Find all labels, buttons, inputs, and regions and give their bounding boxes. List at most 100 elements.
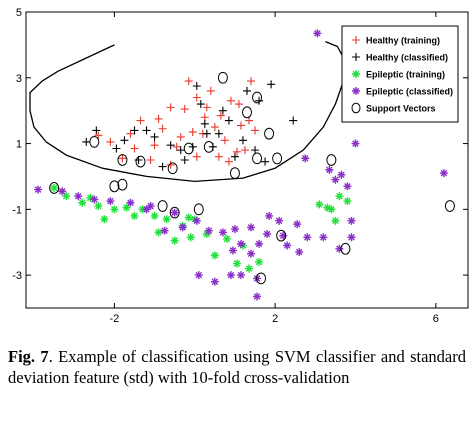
epileptic-classified-point: [265, 211, 274, 220]
healthy-classified-point: [202, 129, 211, 138]
epileptic-classified-point: [439, 169, 448, 178]
epileptic-classified-point: [283, 241, 292, 250]
epileptic-training-point: [232, 259, 241, 268]
epileptic-classified-point: [236, 271, 245, 280]
healthy-training-point: [236, 121, 245, 130]
healthy-classified-point: [289, 116, 298, 125]
epileptic-classified-point: [228, 246, 237, 255]
healthy-training-point: [106, 137, 115, 146]
epileptic-training-point: [62, 192, 71, 201]
epileptic-training-point: [184, 213, 193, 222]
healthy-classified-point: [112, 144, 121, 153]
epileptic-classified-point: [351, 139, 360, 148]
epileptic-training-point: [331, 216, 340, 225]
epileptic-classified-point: [247, 249, 256, 258]
healthy-training-point: [202, 103, 211, 112]
healthy-training-point: [216, 111, 225, 120]
support-vectors-point: [264, 127, 275, 140]
healthy-classified-point: [218, 106, 227, 115]
epileptic-classified-point: [347, 233, 356, 242]
support-vectors-point: [252, 91, 263, 104]
epileptic-training-legend-label: Epileptic (training): [366, 70, 445, 80]
epileptic-classified-point: [74, 192, 83, 201]
healthy-training-point: [192, 152, 201, 161]
epileptic-training-point: [50, 183, 59, 192]
healthy-classified-point: [224, 116, 233, 125]
support-vectors-legend-label: Support Vectors: [366, 104, 436, 114]
epileptic-classified-point: [247, 223, 256, 232]
epileptic-classified-point: [331, 175, 340, 184]
epileptic-classified-point: [178, 223, 187, 232]
healthy-training-point: [154, 114, 163, 123]
y-tick-label: 5: [16, 7, 22, 19]
healthy-training-point: [158, 124, 167, 133]
epileptic-classified-point: [255, 239, 264, 248]
healthy-classified-point: [261, 157, 270, 166]
epileptic-classified-point: [218, 228, 227, 237]
healthy-training-point: [184, 77, 193, 86]
data-points-layer: [34, 29, 455, 301]
epileptic-training-point: [154, 228, 163, 237]
healthy-training-point: [172, 142, 181, 151]
epileptic-training-point: [323, 203, 332, 212]
epileptic-training-point: [245, 264, 254, 273]
healthy-training-point: [192, 93, 201, 102]
support-vectors-point: [117, 178, 128, 191]
epileptic-training-point: [162, 215, 171, 224]
healthy-training-point: [130, 144, 139, 153]
support-vectors-point: [217, 71, 228, 84]
support-vectors-point: [276, 229, 287, 242]
healthy-classified-point: [214, 129, 223, 138]
epileptic-training-point: [255, 257, 264, 266]
epileptic-classified-point: [142, 205, 151, 214]
healthy-training-point: [226, 96, 235, 105]
epileptic-classified-point: [301, 154, 310, 163]
healthy-classified-point: [230, 152, 239, 161]
epileptic-training-point: [110, 205, 119, 214]
healthy-training-point: [94, 131, 103, 140]
caption-label: Fig. 7: [8, 347, 49, 366]
epileptic-training-point: [130, 211, 139, 220]
y-tick-label: 1: [16, 139, 22, 151]
support-vectors-point: [242, 106, 252, 119]
healthy-classified-point: [243, 86, 251, 95]
epileptic-training-point: [122, 203, 131, 212]
healthy-training-point: [234, 100, 243, 109]
healthy-training-point: [176, 132, 185, 141]
legend-box: [341, 25, 459, 123]
support-vectors-point: [169, 206, 180, 219]
epileptic-training-point: [315, 200, 324, 209]
healthy-training-legend-marker: [352, 36, 360, 44]
caption-text: . Example of classification using SVM cl…: [8, 347, 466, 387]
healthy-classified-point: [130, 126, 139, 135]
healthy-classified-point: [142, 126, 151, 135]
healthy-classified-point: [82, 137, 91, 146]
epileptic-training-point: [150, 211, 159, 220]
epileptic-training-point: [94, 202, 103, 211]
healthy-training-point: [118, 154, 127, 163]
healthy-classified-point: [251, 146, 260, 155]
healthy-classified-legend-label: Healthy (classified): [366, 53, 448, 63]
healthy-training-point: [206, 86, 215, 95]
y-tick-label: -1: [12, 204, 22, 216]
epileptic-classified-point: [263, 230, 272, 238]
epileptic-classified-point: [236, 239, 245, 248]
epileptic-classified-legend-marker: [352, 87, 360, 95]
support-vectors-point: [340, 242, 351, 255]
healthy-classified-point: [192, 82, 201, 90]
support-vectors-point: [49, 182, 60, 194]
healthy-training-point: [224, 157, 233, 166]
healthy-classified-point: [267, 80, 276, 89]
epileptic-classified-point: [325, 165, 334, 174]
epileptic-classified-point: [204, 226, 213, 235]
epileptic-training-point: [186, 233, 195, 242]
healthy-training-point: [126, 129, 135, 138]
epileptic-training-point: [138, 205, 147, 214]
epileptic-classified-point: [230, 225, 239, 234]
epileptic-classified-point: [126, 198, 135, 207]
decision-boundary-curve: [29, 40, 347, 183]
healthy-classified-point: [92, 126, 101, 135]
support-vectors-point: [117, 154, 128, 166]
support-vectors-point: [229, 167, 240, 180]
support-vectors-point: [135, 155, 146, 168]
